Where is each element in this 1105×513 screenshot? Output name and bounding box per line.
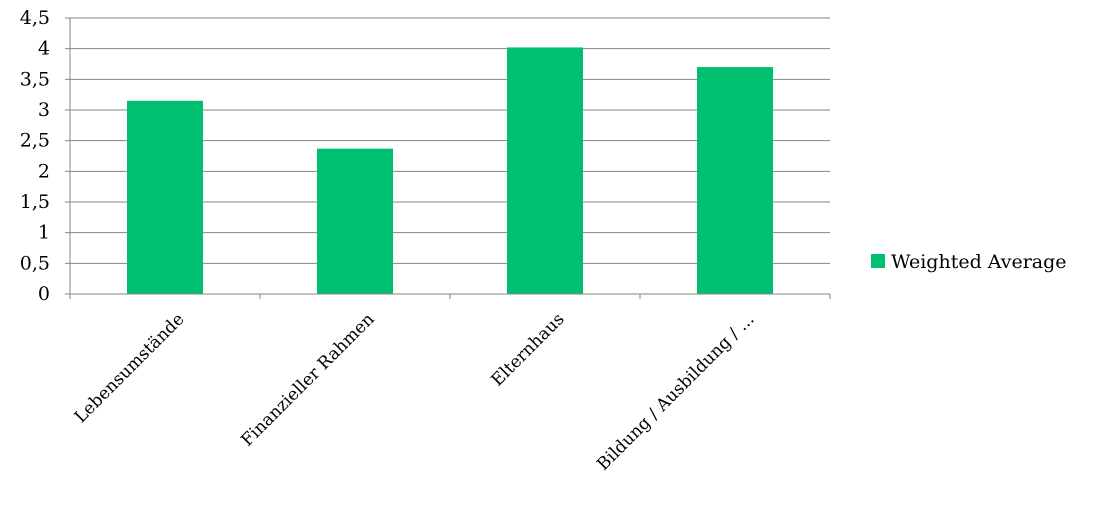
y-tick-label: 3,5 bbox=[20, 68, 50, 90]
bar bbox=[127, 100, 203, 294]
x-axis-ticks bbox=[69, 294, 831, 299]
category-label: Elternhaus bbox=[488, 309, 569, 390]
bar bbox=[697, 67, 773, 294]
y-tick-label: 4,5 bbox=[20, 7, 50, 29]
legend-label: Weighted Average bbox=[891, 251, 1067, 273]
y-tick-label: 0,5 bbox=[20, 252, 50, 274]
y-tick-label: 0 bbox=[38, 283, 50, 305]
category-label: Lebensumstände bbox=[71, 309, 189, 427]
category-label: Bildung / Ausbildung / ... bbox=[593, 309, 758, 474]
category-label: Finanzieller Rahmen bbox=[237, 309, 378, 450]
bar bbox=[317, 148, 393, 294]
y-tick-label: 2 bbox=[38, 160, 50, 182]
legend: Weighted Average bbox=[871, 251, 1067, 273]
y-tick-label: 4 bbox=[38, 38, 50, 60]
bars bbox=[127, 47, 773, 294]
legend-swatch bbox=[871, 254, 885, 268]
y-tick-label: 2,5 bbox=[20, 130, 50, 152]
bar bbox=[507, 47, 583, 294]
y-tick-label: 1 bbox=[38, 222, 50, 244]
y-axis-ticks: 0 0,5 1 1,5 2 2,5 3 3,5 4 4,5 bbox=[20, 7, 70, 305]
y-tick-label: 1,5 bbox=[20, 191, 50, 213]
category-labels: Lebensumstände Finanzieller Rahmen Elternh… bbox=[71, 309, 759, 474]
y-tick-label: 3 bbox=[38, 99, 50, 121]
